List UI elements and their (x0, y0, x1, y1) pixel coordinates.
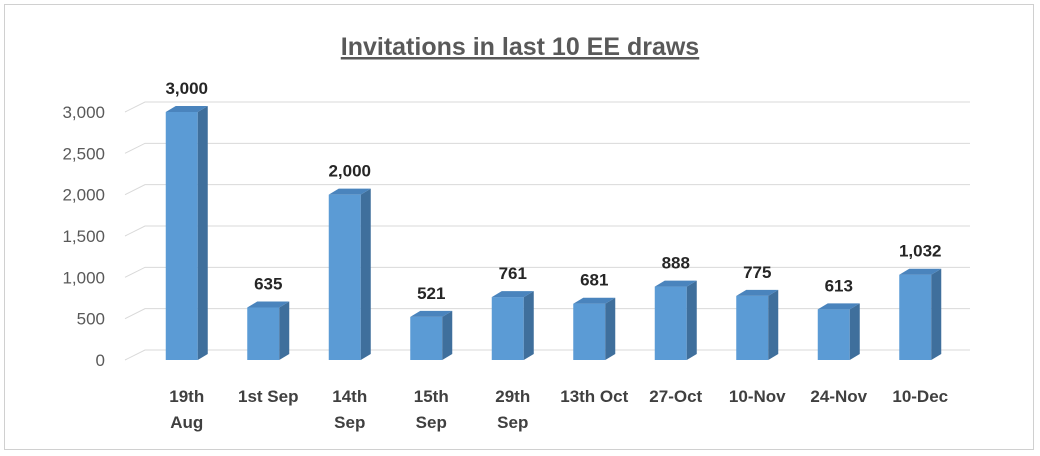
data-label: 635 (254, 275, 282, 294)
gridline (124, 184, 970, 196)
bar-side (360, 188, 371, 360)
bar (165, 106, 208, 360)
bar-top (736, 289, 779, 296)
chart-frame: Invitations in last 10 EE draws 0 500 1,00… (4, 4, 1034, 450)
x-category-line: Sep (497, 413, 528, 432)
y-axis-ticks: 0 500 1,000 1,500 2,000 2,500 3,000 (62, 103, 105, 370)
x-category-line: 14th (332, 387, 367, 406)
x-category-label: 24-Nov (810, 387, 867, 406)
y-tick-label: 2,500 (62, 144, 105, 163)
bar (328, 188, 371, 360)
bars (165, 106, 942, 360)
bar (491, 291, 534, 360)
x-category-label: 10-Dec (892, 387, 948, 406)
y-tick-label: 1,500 (62, 227, 105, 246)
gridline (124, 142, 970, 154)
bar-side (931, 268, 942, 360)
bar-top (410, 310, 453, 317)
y-tick-label: 0 (96, 351, 105, 370)
gridline (124, 101, 970, 113)
bar (899, 268, 942, 360)
data-label: 761 (499, 264, 527, 283)
bar-side (849, 303, 860, 360)
x-category-line: 15th (414, 387, 449, 406)
bar-top (817, 303, 860, 310)
bar-front (817, 309, 850, 360)
bar-front (654, 286, 687, 360)
bar (410, 310, 453, 360)
x-category-label: 19th Aug (169, 387, 204, 432)
data-label: 3,000 (165, 79, 208, 98)
data-label: 1,032 (899, 242, 942, 261)
bar-side (768, 289, 779, 360)
bar-front (899, 274, 932, 360)
y-tick-label: 1,000 (62, 268, 105, 287)
data-labels: 3,000 635 2,000 521 761 681 888 775 613 1,032 (165, 79, 941, 303)
bar (573, 297, 616, 360)
x-category-label: 10-Nov (729, 387, 786, 406)
bar-side (197, 106, 208, 360)
bar-top (165, 106, 208, 112)
y-tick-label: 3,000 (62, 103, 105, 122)
bar-side (605, 297, 616, 360)
bar-front (491, 297, 524, 360)
bar-top (328, 188, 371, 195)
bar-front (410, 316, 443, 360)
bar-top (654, 280, 697, 287)
bar-front (165, 112, 198, 360)
gridlines (124, 101, 970, 361)
bar-top (899, 268, 942, 275)
x-category-label: 13th Oct (560, 387, 628, 406)
bar-top (247, 301, 290, 308)
data-label: 681 (580, 271, 608, 290)
x-category-line: Sep (416, 413, 447, 432)
x-category-line: 29th (495, 387, 530, 406)
x-category-label: 15th Sep (414, 387, 449, 432)
bar-side (686, 280, 697, 360)
x-category-line: 10-Dec (892, 387, 948, 406)
bar-top (573, 297, 616, 304)
data-label: 2,000 (328, 162, 371, 181)
x-category-line: 27-Oct (649, 387, 702, 406)
x-category-line: 1st Sep (238, 387, 298, 406)
x-category-line: 24-Nov (810, 387, 867, 406)
gridline (124, 225, 970, 237)
x-category-label: 1st Sep (238, 387, 298, 406)
bar (817, 303, 860, 360)
bar-side (523, 291, 534, 360)
bar-side (442, 310, 453, 360)
bar (654, 280, 697, 360)
bar-front (328, 194, 361, 360)
bar-front (573, 303, 606, 360)
x-category-label: 29th Sep (495, 387, 530, 432)
bar (247, 301, 290, 360)
chart-title: Invitations in last 10 EE draws (341, 33, 699, 61)
x-category-line: 10-Nov (729, 387, 786, 406)
x-category-line: 19th (169, 387, 204, 406)
data-label: 613 (825, 276, 853, 295)
x-category-label: 27-Oct (649, 387, 702, 406)
data-label: 888 (662, 254, 690, 273)
bar-front (247, 307, 280, 360)
bar-front (736, 295, 769, 360)
bar-side (279, 301, 290, 360)
x-category-label: 14th Sep (332, 387, 367, 432)
x-category-line: Sep (334, 413, 365, 432)
x-axis-categories: 19th Aug 1st Sep 14th Sep 15th Sep 29th Sep 13th … (169, 387, 948, 432)
data-label: 521 (417, 284, 445, 303)
bar (736, 289, 779, 360)
gridline (124, 266, 970, 278)
x-category-line: Aug (170, 413, 203, 432)
x-category-line: 13th Oct (560, 387, 628, 406)
bar-chart: Invitations in last 10 EE draws 0 500 1,00… (62, 33, 970, 432)
y-tick-label: 500 (77, 310, 105, 329)
y-tick-label: 2,000 (62, 186, 105, 205)
bar-top (491, 291, 534, 298)
data-label: 775 (743, 263, 771, 282)
